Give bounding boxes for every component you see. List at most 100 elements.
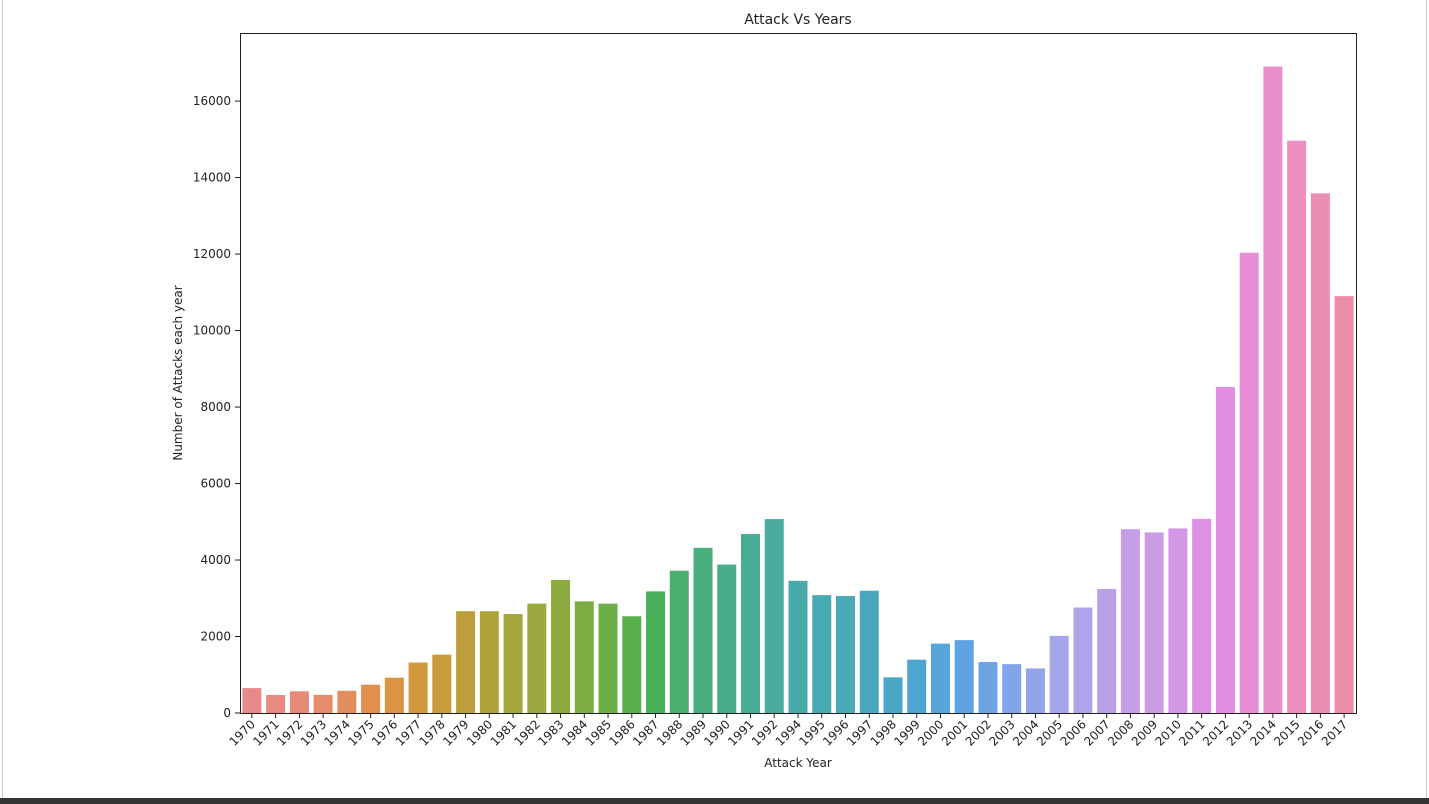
x-axis-label: Attack Year bbox=[764, 756, 832, 770]
bar bbox=[456, 611, 476, 713]
x-tick-label: 2007 bbox=[1081, 717, 1112, 748]
x-tick-label: 1989 bbox=[678, 717, 709, 748]
bar bbox=[1192, 518, 1212, 713]
x-tick-label: 2000 bbox=[915, 717, 946, 748]
x-tick-label: 2015 bbox=[1271, 717, 1302, 748]
bar bbox=[622, 616, 642, 713]
bar bbox=[1239, 252, 1259, 713]
x-tick-label: 1980 bbox=[464, 717, 495, 748]
x-tick-label: 2010 bbox=[1153, 717, 1184, 748]
bar bbox=[954, 640, 974, 713]
bar bbox=[574, 601, 594, 713]
y-tick-label: 6000 bbox=[200, 477, 231, 491]
bar bbox=[1097, 589, 1117, 713]
x-tick-label: 1996 bbox=[820, 717, 851, 748]
x-tick-label: 1982 bbox=[511, 717, 542, 748]
bar bbox=[527, 603, 547, 713]
bar bbox=[313, 694, 333, 713]
bar bbox=[384, 677, 404, 713]
bar bbox=[764, 519, 784, 713]
bar bbox=[1287, 140, 1307, 714]
bar bbox=[883, 677, 903, 713]
x-tick-label: 1976 bbox=[369, 717, 400, 748]
bar bbox=[930, 643, 950, 713]
bar bbox=[741, 534, 761, 713]
bar bbox=[812, 595, 832, 713]
x-tick-label: 1987 bbox=[630, 717, 661, 748]
bar bbox=[289, 691, 309, 713]
bottom-bar bbox=[0, 798, 1429, 804]
y-tick-label: 16000 bbox=[193, 94, 231, 108]
bar bbox=[1334, 296, 1354, 713]
x-tick-label: 1972 bbox=[274, 717, 305, 748]
x-tick-label: 2013 bbox=[1224, 717, 1255, 748]
x-tick-label: 1988 bbox=[654, 717, 685, 748]
x-tick-label: 2004 bbox=[1010, 717, 1041, 748]
bar bbox=[337, 690, 357, 713]
x-tick-label: 1971 bbox=[250, 717, 281, 748]
bar bbox=[1144, 532, 1164, 713]
x-tick-label: 1984 bbox=[559, 717, 590, 748]
y-tick-label: 10000 bbox=[193, 324, 231, 338]
bar bbox=[1073, 607, 1093, 713]
x-tick-label: 1995 bbox=[796, 717, 827, 748]
bar bbox=[646, 591, 666, 713]
bar bbox=[693, 547, 713, 713]
bar bbox=[1120, 529, 1140, 713]
bar bbox=[669, 570, 689, 713]
x-tick-label: 1978 bbox=[416, 717, 447, 748]
chart-title: Attack Vs Years bbox=[744, 12, 851, 28]
x-tick-label: 1974 bbox=[321, 717, 352, 748]
x-tick-label: 2003 bbox=[986, 717, 1017, 748]
x-tick-label: 2009 bbox=[1129, 717, 1160, 748]
y-tick-label: 8000 bbox=[200, 400, 231, 414]
x-tick-label: 1992 bbox=[749, 717, 780, 748]
x-tick-label: 1981 bbox=[488, 717, 519, 748]
x-tick-label: 2006 bbox=[1058, 717, 1089, 748]
bar bbox=[361, 684, 381, 713]
bar bbox=[1215, 387, 1235, 713]
x-tick-label: 1998 bbox=[868, 717, 899, 748]
bar bbox=[907, 659, 927, 713]
y-tick-label: 0 bbox=[223, 706, 231, 720]
bar bbox=[551, 579, 571, 713]
bar bbox=[242, 688, 262, 713]
x-tick-label: 1977 bbox=[393, 717, 424, 748]
x-tick-label: 1991 bbox=[725, 717, 756, 748]
x-tick-label: 2001 bbox=[939, 717, 970, 748]
x-tick-label: 2016 bbox=[1295, 717, 1326, 748]
bar bbox=[1049, 635, 1069, 713]
x-tick-label: 1979 bbox=[440, 717, 471, 748]
x-tick-label: 1986 bbox=[606, 717, 637, 748]
x-tick-label: 1975 bbox=[345, 717, 376, 748]
x-tick-label: 1970 bbox=[226, 717, 257, 748]
y-tick-label: 12000 bbox=[193, 247, 231, 261]
bar bbox=[266, 694, 286, 713]
x-tick-label: 2012 bbox=[1200, 717, 1231, 748]
plot-frame bbox=[240, 33, 1357, 714]
x-tick-label: 1985 bbox=[583, 717, 614, 748]
x-tick-label: 2014 bbox=[1248, 717, 1279, 748]
x-tick-label: 2017 bbox=[1319, 717, 1350, 748]
x-tick-label: 1994 bbox=[773, 717, 804, 748]
bar bbox=[859, 590, 879, 713]
bar bbox=[788, 580, 808, 713]
x-tick-label: 2005 bbox=[1034, 717, 1065, 748]
y-tick-label: 4000 bbox=[200, 553, 231, 567]
bar bbox=[1310, 193, 1330, 714]
x-tick-label: 1997 bbox=[844, 717, 875, 748]
bar bbox=[432, 654, 452, 713]
x-tick-label: 2011 bbox=[1176, 717, 1207, 748]
x-tick-label: 1990 bbox=[701, 717, 732, 748]
bar bbox=[479, 611, 499, 713]
bar bbox=[1002, 664, 1022, 713]
x-tick-label: 1983 bbox=[535, 717, 566, 748]
bar bbox=[598, 603, 618, 713]
y-tick-label: 2000 bbox=[200, 630, 231, 644]
x-tick-label: 1973 bbox=[298, 717, 329, 748]
bar bbox=[1263, 66, 1283, 713]
bar bbox=[408, 662, 428, 713]
y-tick-label: 14000 bbox=[193, 171, 231, 185]
